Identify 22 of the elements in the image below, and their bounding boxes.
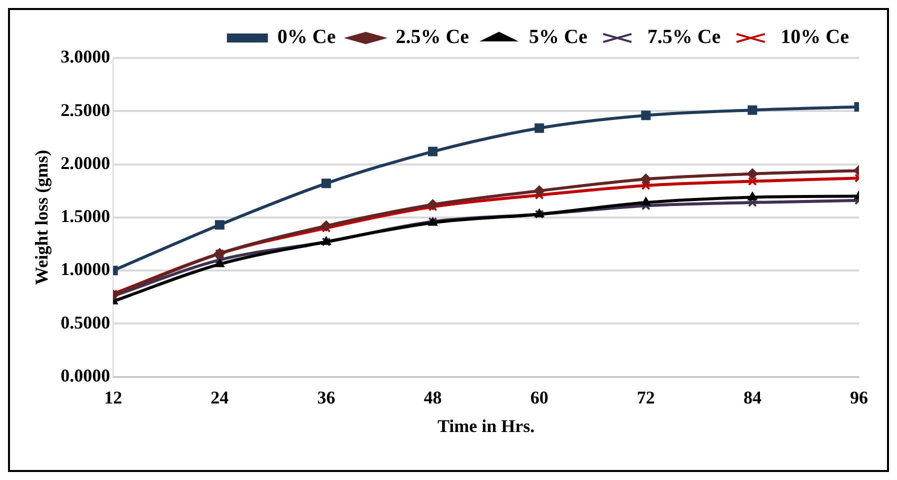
y-tick-label: 0.0000	[60, 365, 110, 386]
legend-label: 7.5% Ce	[647, 26, 721, 48]
x-axis-title: Time in Hrs.	[437, 416, 535, 436]
y-tick-label: 3.0000	[60, 46, 110, 67]
x-tick-label: 48	[424, 387, 442, 408]
x-tick-label: 12	[104, 387, 122, 408]
legend-label: 2.5% Ce	[396, 26, 470, 48]
y-tick-label: 2.5000	[60, 100, 110, 120]
y-tick-label: 1.0000	[60, 259, 110, 280]
legend-label: 5% Ce	[529, 26, 588, 48]
legend-label: 0% Ce	[277, 26, 336, 48]
legend-label: 10% Ce	[780, 26, 850, 48]
y-tick-label: 1.5000	[60, 206, 110, 226]
x-tick-label: 96	[850, 387, 868, 408]
x-tick-label: 84	[743, 387, 762, 408]
y-axis-title: Weight loss (gms)	[31, 150, 52, 285]
x-tick-label: 24	[210, 387, 229, 408]
y-tick-label: 0.5000	[60, 312, 110, 332]
x-tick-label: 72	[636, 387, 655, 408]
x-tick-label: 36	[317, 387, 336, 408]
y-tick-label: 2.0000	[60, 152, 110, 173]
x-tick-label: 60	[530, 387, 548, 408]
